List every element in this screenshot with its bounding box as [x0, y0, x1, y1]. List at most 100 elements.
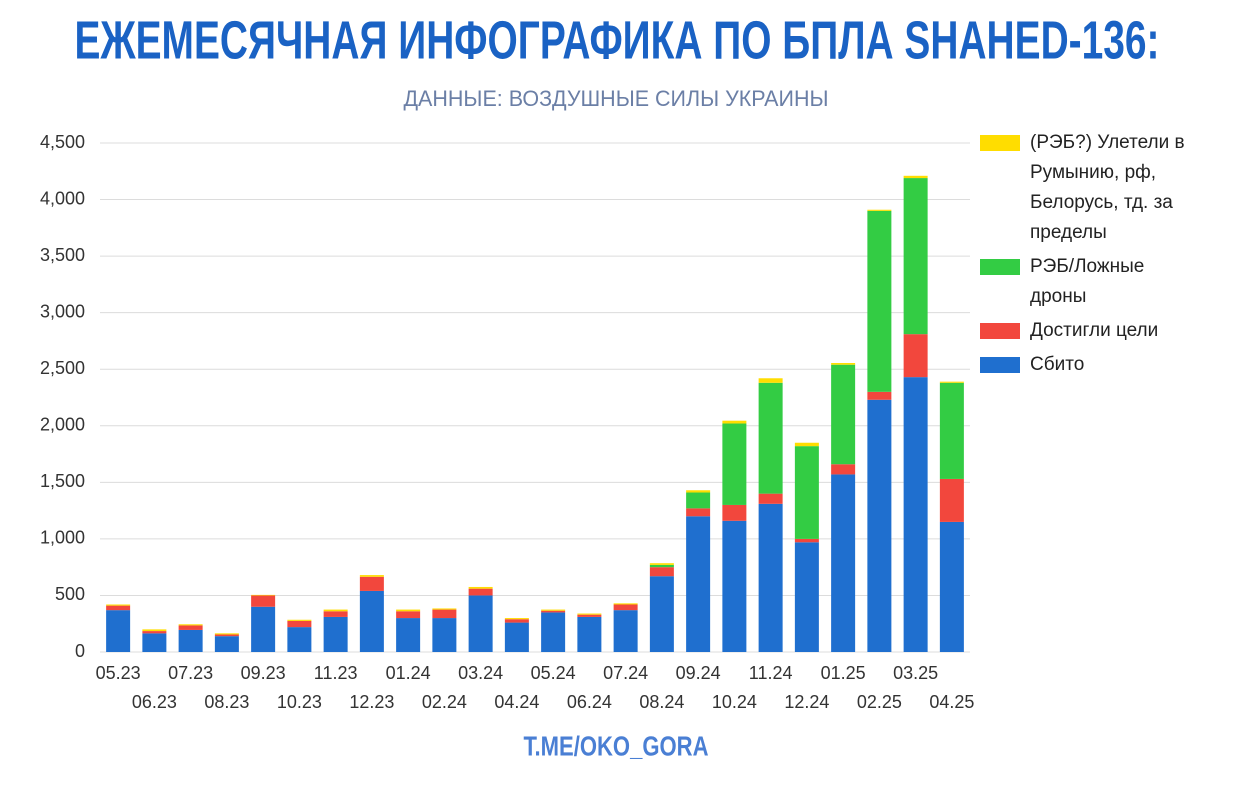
- bar-segment: [287, 627, 312, 652]
- bar-segment: [214, 633, 239, 635]
- bar-segment: [432, 609, 457, 619]
- bar-segment: [323, 616, 348, 652]
- bar-segment: [178, 625, 203, 630]
- x-tick-label: 04.24: [494, 692, 539, 712]
- bar-segment: [396, 611, 421, 619]
- bar-segment: [142, 629, 167, 632]
- chart-subtitle: ДАННЫЕ: ВОЗДУШНЫЕ СИЛЫ УКРАИНЫ: [404, 86, 829, 111]
- x-tick-label: 06.24: [567, 692, 612, 712]
- bar-segment: [686, 492, 711, 509]
- legend-item: РЭБ/Ложные дроны: [980, 252, 1200, 312]
- bar-segment: [251, 595, 276, 607]
- x-tick-label: 11.24: [749, 663, 793, 683]
- y-tick-label: 3,500: [40, 245, 85, 265]
- bar-segment: [939, 382, 964, 479]
- y-tick-label: 2,000: [40, 415, 85, 435]
- y-tick-label: 0: [75, 641, 85, 661]
- bar-segment: [794, 446, 819, 539]
- x-tick-label: 10.23: [277, 692, 322, 712]
- bar-segment: [541, 610, 566, 613]
- bar-segment: [106, 604, 131, 606]
- bar-segment: [359, 575, 384, 577]
- bar-segment: [541, 612, 566, 652]
- bar-segment: [758, 382, 783, 494]
- bar-segment: [323, 609, 348, 612]
- bar-segment: [939, 478, 964, 522]
- legend-label: РЭБ/Ложные дроны: [1030, 256, 1145, 307]
- x-tick-label: 09.23: [241, 663, 286, 683]
- bar-segment: [541, 609, 566, 611]
- y-tick-label: 4,000: [40, 188, 85, 208]
- x-tick-label: 08.23: [204, 692, 249, 712]
- bar-segment: [649, 567, 674, 577]
- bar-segment: [577, 613, 602, 615]
- bar-segment: [178, 624, 203, 626]
- bar-segment: [722, 520, 747, 652]
- bar-segment: [831, 474, 856, 652]
- legend-swatch: [980, 135, 1020, 151]
- bar-segment: [468, 586, 493, 589]
- bar-segment: [831, 364, 856, 465]
- bar-segment: [831, 464, 856, 475]
- bar-segment: [359, 590, 384, 652]
- bar-segment: [758, 378, 783, 383]
- bar-segment: [214, 634, 239, 637]
- bar-segment: [794, 538, 819, 543]
- bar-segment: [903, 377, 928, 652]
- x-tick-label: 05.23: [96, 663, 141, 683]
- bar-segment: [504, 619, 529, 623]
- x-tick-label: 03.24: [458, 663, 503, 683]
- bar-segment: [758, 493, 783, 504]
- legend-label: (РЭБ?) Улетели в Румынию, рф, Белорусь, …: [1030, 132, 1185, 243]
- footer-link: T.ME/OKO_GORA: [524, 730, 709, 761]
- bar-segment: [939, 381, 964, 383]
- x-tick-label: 01.25: [821, 663, 866, 683]
- x-tick-label: 06.23: [132, 692, 177, 712]
- bar-segment: [903, 175, 928, 179]
- bar-segment: [867, 399, 892, 652]
- bar-segment: [323, 611, 348, 617]
- bar-segment: [758, 503, 783, 652]
- bar-segment: [903, 178, 928, 335]
- bar-segment: [613, 603, 638, 605]
- legend-item: (РЭБ?) Улетели в Румынию, рф, Белорусь, …: [980, 128, 1200, 248]
- y-tick-label: 2,500: [40, 358, 85, 378]
- y-tick-label: 500: [55, 584, 85, 604]
- bar-segment: [686, 490, 711, 493]
- bar-segment: [214, 636, 239, 652]
- bar-segment: [504, 622, 529, 652]
- bar-segment: [722, 423, 747, 505]
- x-tick-label: 10.24: [712, 692, 757, 712]
- legend: (РЭБ?) Улетели в Румынию, рф, Белорусь, …: [980, 128, 1200, 384]
- bar-segment: [396, 618, 421, 652]
- legend-label: Сбито: [1030, 354, 1085, 375]
- bar-segment: [686, 508, 711, 517]
- bar-segment: [504, 618, 529, 620]
- x-tick-label: 07.24: [603, 663, 648, 683]
- x-tick-label: 11.23: [314, 663, 358, 683]
- bar-segment: [287, 620, 312, 628]
- bar-segment: [867, 209, 892, 211]
- bar-segment: [722, 504, 747, 521]
- legend-item: Сбито: [980, 350, 1200, 380]
- legend-swatch: [980, 259, 1020, 275]
- bar-segment: [794, 542, 819, 652]
- x-tick-label: 02.25: [857, 692, 902, 712]
- x-tick-label: 02.24: [422, 692, 467, 712]
- bar-segment: [577, 614, 602, 617]
- bar-segment: [613, 610, 638, 652]
- bar-segment: [359, 576, 384, 591]
- bar-segment: [649, 576, 674, 652]
- x-tick-label: 07.23: [168, 663, 213, 683]
- bar-segment: [251, 594, 276, 596]
- bar-segment: [867, 210, 892, 392]
- bar-segment: [432, 608, 457, 610]
- x-tick-label: 12.23: [349, 692, 394, 712]
- bar-segment: [649, 564, 674, 568]
- bar-segment: [939, 521, 964, 652]
- x-tick-label: 09.24: [676, 663, 721, 683]
- bar-segment: [396, 609, 421, 612]
- y-tick-label: 1,000: [40, 528, 85, 548]
- y-tick-label: 4,500: [40, 132, 85, 152]
